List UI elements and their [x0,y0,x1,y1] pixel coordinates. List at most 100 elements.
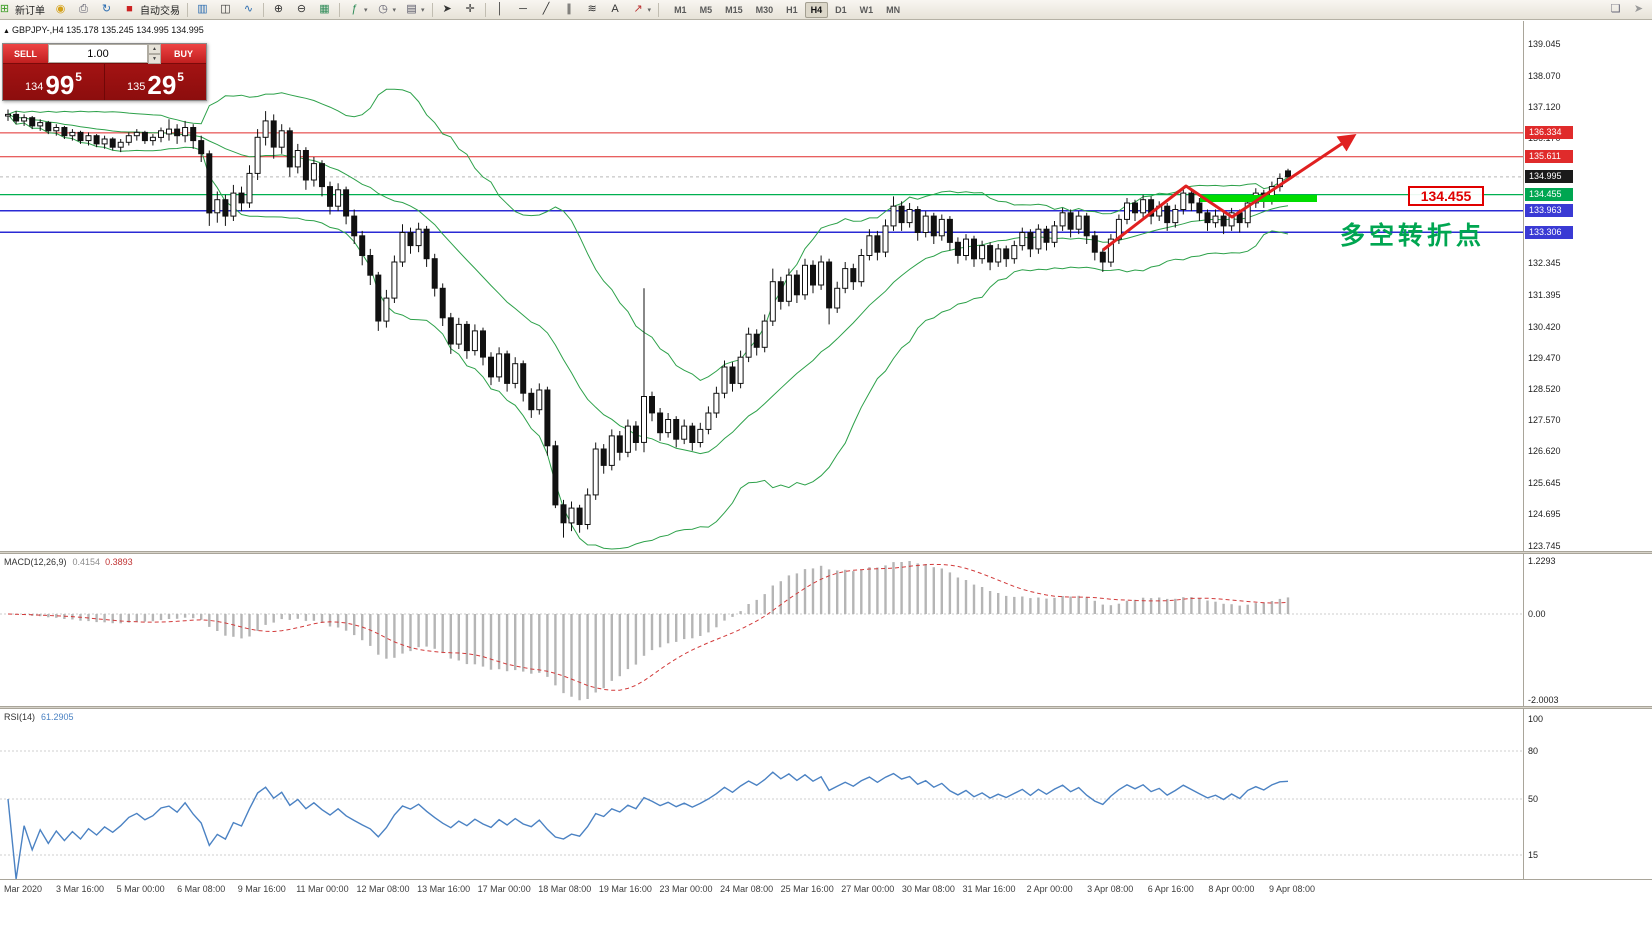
vertical-line-icon: │ [496,3,504,15]
zoom-out-icon[interactable]: ⊖ [290,1,313,18]
panel-separator[interactable] [0,706,1652,709]
sell-price-point: 5 [75,70,82,84]
timeframe-button-M30[interactable]: M30 [755,4,774,15]
time-axis-label: 2 Apr 00:00 [1026,884,1073,894]
chat-icon: ❏ [1610,3,1621,15]
tile-windows-icon[interactable]: ▦ [313,1,336,18]
candlestick-icon[interactable]: ◫ [214,1,237,18]
price-axis-label: 124.695 [1528,509,1561,520]
timeframe-button-MN[interactable]: MN [886,4,901,15]
volume-step-up-button[interactable]: ▲ [148,44,161,54]
sell-quote[interactable]: 134 99 5 [3,64,104,100]
timeframe-button-D1[interactable]: D1 [835,4,847,15]
rsi-indicator-label: RSI(14) 61.2905 [4,712,74,722]
alert-icon: ◉ [55,3,66,15]
refresh-icon[interactable]: ↻ [95,1,118,18]
trendline-icon[interactable]: ╱ [535,1,558,18]
periods-icon[interactable]: ◷ ▾ [372,1,401,18]
chat-icon[interactable]: ❏ [1604,1,1627,18]
buy-quote[interactable]: 135 29 5 [104,64,206,100]
new-order-button-label: 新订单 [15,6,45,17]
volume-input[interactable] [48,44,148,63]
fibonacci-icon[interactable]: ≋ [581,1,604,18]
macd-axis-label: 0.00 [1528,608,1546,619]
buy-price-figure: 135 [127,81,146,93]
horizontal-line-icon: ─ [519,3,527,15]
timeframe-button-H1[interactable]: H1 [786,4,798,15]
bar-chart-icon[interactable]: ▥ [191,1,214,18]
price-tag: 133.306 [1525,225,1573,239]
price-axis-label: 127.570 [1528,415,1561,425]
horizontal-line-icon[interactable]: ─ [512,1,535,18]
price-tag: 133.963 [1525,204,1573,218]
bottom-margin [0,899,1652,947]
time-axis-label: 11 Mar 00:00 [296,884,349,894]
macd-signal-line [7,563,1289,691]
price-axis-label: 131.395 [1528,289,1561,300]
macd-histogram [14,561,1290,701]
time-axis-label: 12 Mar 08:00 [356,884,410,894]
price-axis-label: 137.120 [1528,101,1561,112]
main-chart-panel[interactable] [0,21,1523,551]
timeframe-button-M1[interactable]: M1 [674,4,687,15]
main-chart-canvas[interactable] [0,21,1523,551]
fibonacci-icon: ≋ [587,3,597,15]
price-tag: 134.455 [1525,188,1573,202]
crosshair-icon[interactable]: ✛ [459,1,482,18]
buy-price-pips: 29 [147,70,177,100]
buy-button[interactable]: BUY [161,44,206,63]
new-order-icon: ⊞ [0,3,10,15]
auto-trading-button-label: 自动交易 [140,6,180,17]
symbol-ohlc-readout: ▲ GBPJPY-,H4 135.178 135.245 134.995 134.… [3,25,204,35]
new-order-button[interactable]: ⊞ 新订单 [0,1,49,18]
alert-icon[interactable]: ◉ [49,1,72,18]
vertical-line-icon[interactable]: │ [489,1,512,18]
price-axis-label: 123.745 [1528,540,1561,551]
symbol-ohlc-text: GBPJPY-,H4 135.178 135.245 134.995 134.9… [11,25,204,35]
price-axis-label: 138.070 [1528,70,1561,81]
auto-trading-icon: ■ [126,3,133,15]
timeframe-button-M5[interactable]: M5 [699,4,713,15]
channel-icon[interactable]: ∥ [558,1,581,18]
sell-button[interactable]: SELL [3,44,48,63]
auto-trading-button[interactable]: ■ 自动交易 [118,1,184,18]
chevron-down-icon: ▾ [421,6,425,14]
timeframe-button-W1[interactable]: W1 [859,4,874,15]
cursor-icon[interactable]: ➤ [436,1,459,18]
price-level-callout[interactable]: 134.455 [1408,186,1484,206]
line-chart-icon[interactable]: ∿ [237,1,260,18]
time-axis-label: 9 Apr 08:00 [1268,884,1316,894]
trend-arrow[interactable] [1102,134,1357,252]
indicators-icon[interactable]: ƒ ▾ [343,1,372,18]
rsi-panel-canvas[interactable] [0,709,1523,879]
timeframe-button-M15[interactable]: M15 [725,4,743,15]
zoom-in-icon[interactable]: ⊕ [267,1,290,18]
time-axis[interactable]: Mar 2020 3 Mar 16:00 5 Mar 00:00 6 Mar 08:0… [0,879,1652,899]
macd-panel-canvas[interactable] [0,554,1523,706]
price-axis-label: 130.420 [1528,321,1561,332]
tile-windows-icon: ▦ [319,3,330,15]
chevron-down-icon: ▾ [392,6,397,14]
panel-separator[interactable] [0,551,1652,554]
bar-chart-icon: ▥ [197,3,208,15]
arrows-tool-icon[interactable]: ↗ ▾ [627,1,656,18]
text-label-icon[interactable]: A [604,1,627,18]
macd-axis-label: -2.0003 [1528,694,1559,705]
macd-name: MACD(12,26,9) [4,557,67,567]
volume-step-down-button[interactable]: ▼ [148,54,161,64]
timeframe-button-H4[interactable]: H4 [804,1,829,18]
time-axis-label: 24 Mar 08:00 [720,884,774,894]
time-axis-label: 27 Mar 00:00 [841,884,895,894]
price-axis[interactable]: 139.045138.070137.120136.170132.345131.3… [1523,21,1652,879]
templates-icon[interactable]: ▤ ▾ [400,1,429,18]
sell-price-figure: 134 [25,81,44,93]
time-axis-label: 5 Mar 00:00 [116,884,165,894]
toolbar-separator [263,2,264,17]
periods-icon: ◷ [378,3,388,15]
print-icon[interactable]: ⎙ [72,1,95,18]
grab-cursor-icon[interactable]: ➤ [1627,1,1650,18]
timeframe-group: M1 M5 M15 M30 H1 H4 D1 W1 MN [668,1,906,18]
candlestick-icon: ◫ [220,3,231,15]
time-axis-label: 25 Mar 16:00 [780,884,834,894]
time-axis-label: 3 Mar 16:00 [55,884,105,894]
